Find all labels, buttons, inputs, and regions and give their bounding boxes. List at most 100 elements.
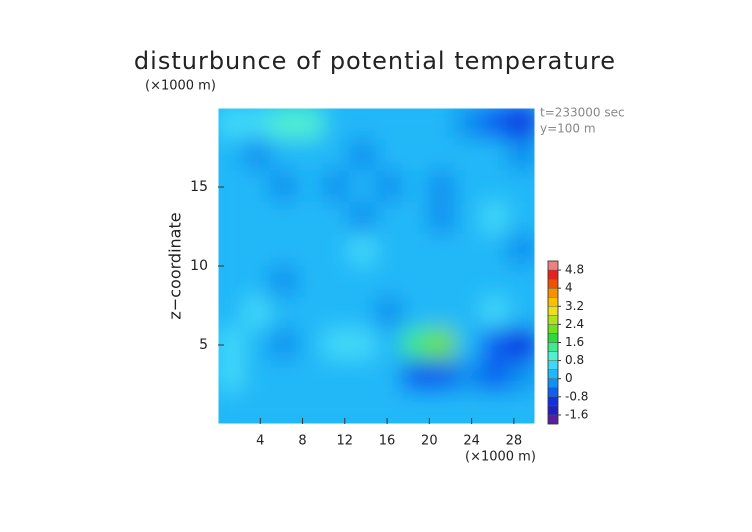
colorbar-swatch (547, 351, 559, 361)
field-cell (296, 108, 325, 141)
field-cell (507, 201, 535, 236)
field-cell (401, 296, 431, 331)
field-cell (428, 328, 457, 362)
colorbar-swatch (547, 287, 559, 298)
colorbar-tick-label: 0.8 (565, 353, 584, 367)
field-cell (428, 138, 457, 173)
field-cell (296, 170, 325, 204)
field-cell (401, 201, 431, 236)
field-cell (507, 108, 535, 141)
field-cell (243, 233, 272, 267)
field-cell (349, 296, 378, 331)
field-cell (481, 391, 510, 424)
field-cell (401, 108, 431, 141)
field-cell (375, 233, 404, 267)
field-cell (269, 138, 299, 173)
field-cell (401, 138, 431, 173)
field-cell (481, 328, 510, 362)
field-cell (269, 359, 299, 394)
field-cell (349, 138, 378, 173)
field-cell (428, 391, 457, 424)
field-cell (507, 233, 535, 267)
x-tick-label: 24 (463, 434, 480, 449)
field-cell (269, 265, 299, 299)
field-cell (322, 233, 352, 267)
colorbar-swatch (547, 278, 559, 289)
field-cell (481, 359, 510, 394)
colorbar-swatch (547, 333, 559, 343)
field-cell (428, 201, 457, 236)
field-cell (454, 170, 484, 204)
field-cell (243, 265, 272, 299)
field-cell (507, 359, 535, 394)
x-tick-label: 12 (337, 434, 354, 449)
field-cell (375, 201, 404, 236)
field-cell (218, 265, 246, 299)
field-cell (349, 391, 378, 424)
field-cell (218, 391, 246, 424)
field-cell (507, 138, 535, 173)
colorbar-tick-label: 1.6 (565, 335, 584, 349)
x-tick-label: 4 (256, 434, 264, 449)
colorbar-tick-label: 4 (565, 281, 573, 295)
y-axis-label: z−coordinate (166, 212, 185, 319)
field-cell (481, 233, 510, 267)
field-cell (243, 391, 272, 424)
field-cell (481, 138, 510, 173)
field-cell (428, 296, 457, 331)
field-cell (269, 391, 299, 424)
field-cell (349, 265, 378, 299)
field-cell (296, 138, 325, 173)
field-cell (375, 170, 404, 204)
field-cell (269, 233, 299, 267)
field-cell (454, 108, 484, 141)
colorbar-swatch (547, 378, 559, 388)
field-cell (401, 359, 431, 394)
field-cell (322, 108, 352, 141)
y-unit: (×1000 m) (145, 79, 216, 94)
field-cell (269, 170, 299, 204)
field-cell (454, 138, 484, 173)
field-cell (296, 328, 325, 362)
field-cell (269, 296, 299, 331)
field-cell (296, 201, 325, 236)
field-cell (454, 359, 484, 394)
field-cell (243, 201, 272, 236)
field-cell (428, 233, 457, 267)
field-cell (401, 391, 431, 424)
annotation: y=100 m (540, 122, 596, 136)
field-cell (218, 201, 246, 236)
field-cell (481, 265, 510, 299)
field-cells (218, 108, 535, 424)
field-cell (375, 108, 404, 141)
field-cell (243, 138, 272, 173)
field-cell (349, 170, 378, 204)
field-cell (454, 328, 484, 362)
colorbar-tick-label: 3.2 (565, 299, 584, 313)
field-cell (401, 328, 431, 362)
colorbar-swatch (547, 260, 559, 271)
field-cell (454, 296, 484, 331)
colorbar-swatch (547, 342, 559, 352)
field-cell (375, 296, 404, 331)
colorbar-swatch (547, 324, 559, 334)
colorbar-swatch (547, 297, 559, 307)
overlay: 4 8 12 16 20 24 28 5 10 15 -1.6 -0.8 0 0.8 1.6 2.4 3.2 4 4… (190, 107, 588, 449)
field-cell (243, 170, 272, 204)
field-cell (322, 201, 352, 236)
field-cell (507, 328, 535, 362)
x-tick-label: 8 (298, 434, 306, 449)
colorbar-swatch (547, 269, 559, 280)
field-cell (401, 265, 431, 299)
field-cell (481, 201, 510, 236)
colorbar-tick-label: -1.6 (565, 407, 588, 421)
colorbar-swatch (547, 405, 559, 416)
field-cell (375, 138, 404, 173)
field-cell (454, 391, 484, 424)
field-cell (322, 391, 352, 424)
field-cell (507, 170, 535, 204)
field-cell (349, 233, 378, 267)
colorbar-tick-label: 4.8 (565, 263, 584, 277)
x-tick-label: 20 (421, 434, 438, 449)
